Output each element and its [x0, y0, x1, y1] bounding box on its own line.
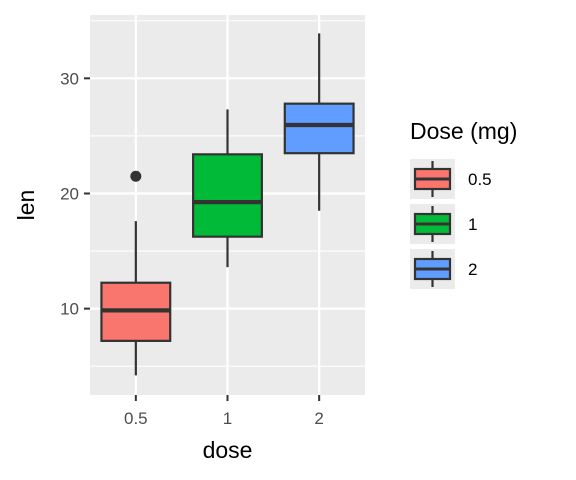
y-axis: 10 20 30	[60, 69, 90, 319]
box-1	[192, 109, 263, 268]
y-tick-label: 10	[60, 300, 79, 319]
x-tick-label: 1	[223, 409, 232, 428]
legend-item-0.5: 0.5	[410, 159, 492, 199]
legend-title: Dose (mg)	[410, 118, 517, 144]
x-tick-label: 0.5	[124, 409, 148, 428]
legend-item-1: 1	[410, 204, 477, 244]
legend-label: 1	[468, 215, 477, 234]
box-body	[283, 102, 355, 155]
legend: Dose (mg) 0.5 1 2	[410, 118, 517, 289]
boxes	[100, 33, 355, 376]
outlier-point	[130, 170, 142, 182]
box-body	[192, 153, 263, 238]
box-0.5	[100, 170, 172, 376]
box-2	[283, 33, 355, 211]
x-tick-label: 2	[314, 409, 323, 428]
legend-label: 0.5	[468, 170, 492, 189]
x-axis-title: dose	[203, 437, 253, 463]
legend-label: 2	[468, 260, 477, 279]
legend-item-2: 2	[410, 249, 477, 289]
y-tick-label: 30	[60, 69, 79, 88]
x-axis: 0.5 1 2	[124, 395, 324, 428]
y-tick-label: 20	[60, 184, 79, 203]
y-axis-title: len	[13, 190, 39, 221]
